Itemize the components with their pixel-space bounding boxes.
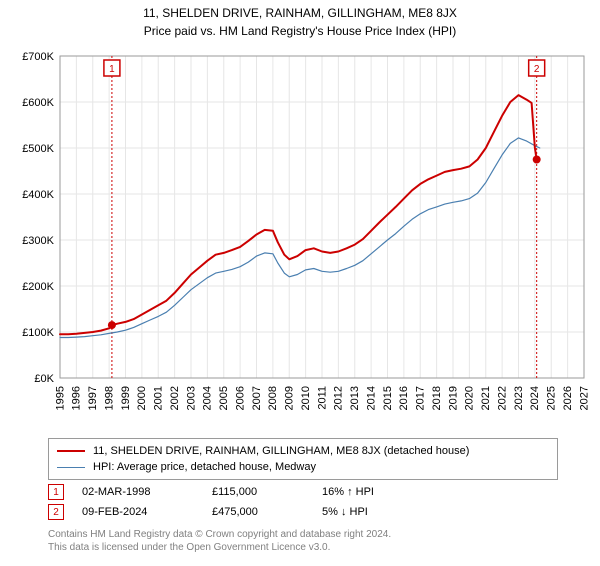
svg-text:2024: 2024 (529, 386, 541, 410)
svg-text:2016: 2016 (398, 386, 410, 410)
svg-text:2027: 2027 (578, 386, 590, 410)
chart-svg: £0K £100K £200K £300K £400K £500K £600K £700K 19… (10, 50, 590, 432)
legend-swatch (57, 467, 85, 468)
sale-marker-label: 2 (534, 64, 540, 75)
svg-text:2011: 2011 (316, 386, 328, 410)
svg-text:2006: 2006 (234, 386, 246, 410)
svg-text:£500K: £500K (22, 143, 54, 155)
legend: 11, SHELDEN DRIVE, RAINHAM, GILLINGHAM, … (48, 438, 558, 480)
svg-text:1995: 1995 (54, 386, 66, 410)
legend-label: 11, SHELDEN DRIVE, RAINHAM, GILLINGHAM, … (93, 445, 469, 457)
series-property (60, 95, 537, 334)
svg-text:1998: 1998 (103, 386, 115, 410)
svg-text:2019: 2019 (447, 386, 459, 410)
sale-marker-label: 1 (109, 64, 115, 75)
svg-text:2021: 2021 (480, 386, 492, 410)
chart-container: 11, SHELDEN DRIVE, RAINHAM, GILLINGHAM, … (0, 6, 600, 566)
sale-delta: 5% ↓ HPI (322, 506, 558, 518)
svg-text:2008: 2008 (267, 386, 279, 410)
sale-date: 09-FEB-2024 (82, 506, 212, 518)
svg-text:£700K: £700K (22, 51, 54, 63)
title-sub: Price paid vs. HM Land Registry's House … (0, 24, 600, 38)
legend-label: HPI: Average price, detached house, Medw… (93, 461, 316, 473)
svg-text:2005: 2005 (218, 386, 230, 410)
sales-table: 1 02-MAR-1998 £115,000 16% ↑ HPI 2 09-FE… (48, 482, 558, 522)
svg-text:2014: 2014 (365, 386, 377, 410)
svg-text:2022: 2022 (496, 386, 508, 410)
svg-text:2000: 2000 (136, 386, 148, 410)
sale-point-icon (533, 156, 541, 164)
sale-badge-icon: 2 (48, 504, 64, 520)
table-row: 2 09-FEB-2024 £475,000 5% ↓ HPI (48, 502, 558, 522)
sale-date: 02-MAR-1998 (82, 486, 212, 498)
svg-text:2004: 2004 (202, 386, 214, 410)
svg-text:2018: 2018 (431, 386, 443, 410)
footnote-line: Contains HM Land Registry data © Crown c… (48, 528, 558, 541)
svg-text:£600K: £600K (22, 97, 54, 109)
svg-text:2003: 2003 (185, 386, 197, 410)
svg-text:2020: 2020 (464, 386, 476, 410)
svg-text:2023: 2023 (513, 386, 525, 410)
titles: 11, SHELDEN DRIVE, RAINHAM, GILLINGHAM, … (0, 6, 600, 38)
sale-point-icon (108, 321, 116, 329)
svg-text:2015: 2015 (382, 386, 394, 410)
svg-text:1999: 1999 (120, 386, 132, 410)
footnote: Contains HM Land Registry data © Crown c… (48, 528, 558, 554)
svg-text:£300K: £300K (22, 235, 54, 247)
chart: £0K £100K £200K £300K £400K £500K £600K £700K 19… (10, 50, 590, 432)
sale-price: £475,000 (212, 506, 322, 518)
svg-text:2017: 2017 (415, 386, 427, 410)
svg-text:£400K: £400K (22, 189, 54, 201)
svg-text:2013: 2013 (349, 386, 361, 410)
svg-text:2009: 2009 (284, 386, 296, 410)
sale-badge-icon: 1 (48, 484, 64, 500)
legend-row: HPI: Average price, detached house, Medw… (57, 459, 549, 475)
svg-text:2007: 2007 (251, 386, 263, 410)
legend-row: 11, SHELDEN DRIVE, RAINHAM, GILLINGHAM, … (57, 443, 549, 459)
svg-text:2025: 2025 (546, 386, 558, 410)
svg-text:2026: 2026 (562, 386, 574, 410)
svg-text:2010: 2010 (300, 386, 312, 410)
svg-text:2001: 2001 (153, 386, 165, 410)
svg-text:1997: 1997 (87, 386, 99, 410)
sale-price: £115,000 (212, 486, 322, 498)
svg-text:2012: 2012 (333, 386, 345, 410)
svg-text:£100K: £100K (22, 327, 54, 339)
footnote-line: This data is licensed under the Open Gov… (48, 541, 558, 554)
svg-text:2002: 2002 (169, 386, 181, 410)
title-main: 11, SHELDEN DRIVE, RAINHAM, GILLINGHAM, … (0, 6, 600, 20)
sale-delta: 16% ↑ HPI (322, 486, 558, 498)
legend-swatch (57, 450, 85, 452)
svg-text:£0K: £0K (34, 373, 54, 385)
svg-text:£200K: £200K (22, 281, 54, 293)
svg-text:1996: 1996 (71, 386, 83, 410)
table-row: 1 02-MAR-1998 £115,000 16% ↑ HPI (48, 482, 558, 502)
